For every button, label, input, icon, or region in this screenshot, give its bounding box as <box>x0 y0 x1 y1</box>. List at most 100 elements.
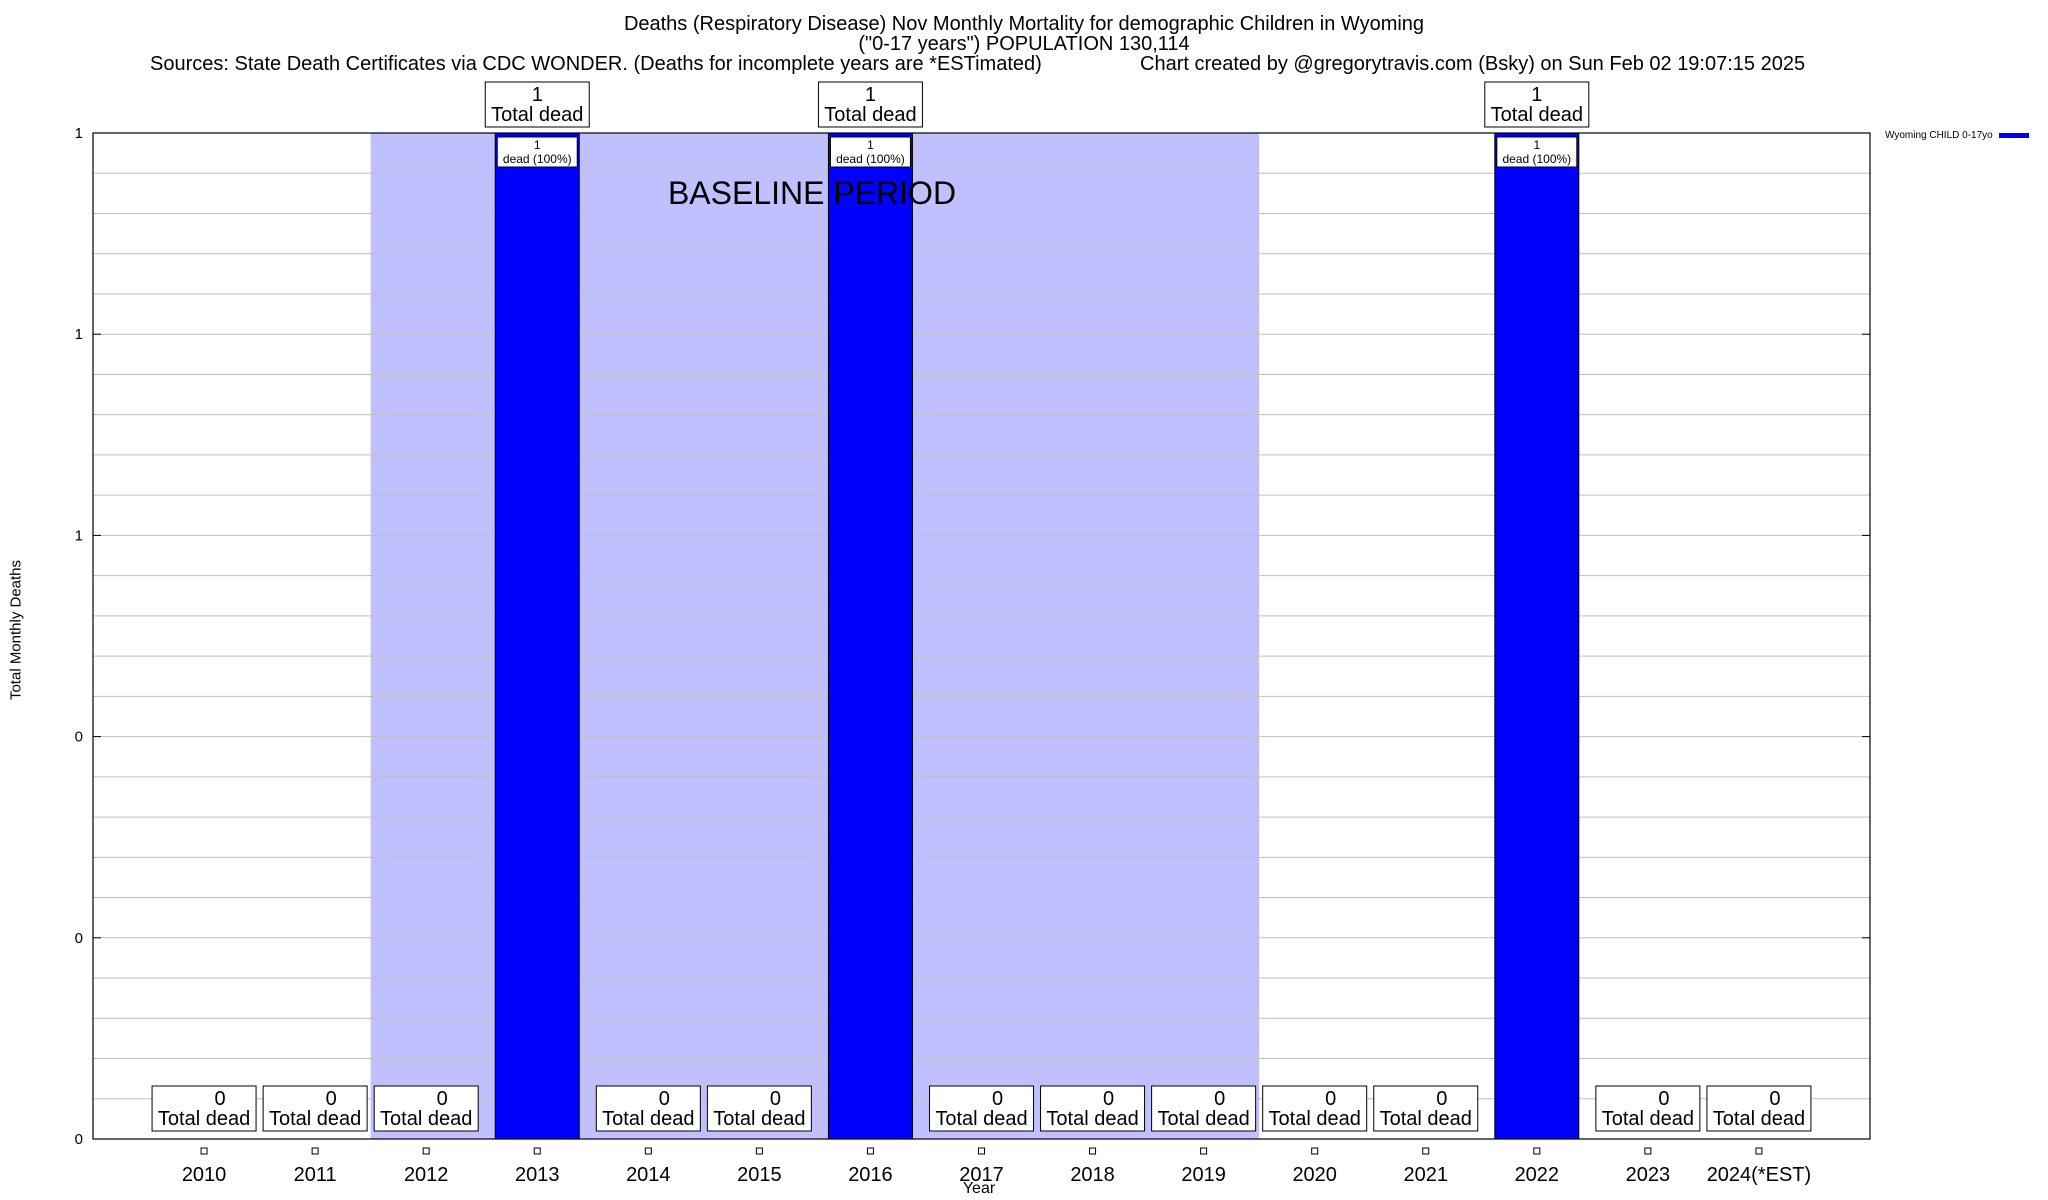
total-label: Total dead <box>713 1108 805 1130</box>
x-tick-label: 2010 <box>182 1164 227 1186</box>
y-tick-label: 0 <box>75 729 83 746</box>
total-label: Total dead <box>1491 104 1583 126</box>
total-label: Total dead <box>380 1108 472 1130</box>
x-tick-marker <box>1200 1147 1208 1155</box>
chart-credit: Chart created by @gregorytravis.com (Bsk… <box>1140 53 1806 75</box>
chart-title-line-1: Deaths (Respiratory Disease) Nov Monthly… <box>623 13 1425 35</box>
y-tick-label: 1 <box>75 527 83 544</box>
total-label-box <box>817 81 923 128</box>
total-label-box <box>373 1085 479 1132</box>
x-tick-marker <box>422 1147 430 1155</box>
y-tick-label: 1 <box>75 125 83 142</box>
x-tick-label: 2023 <box>1626 1164 1671 1186</box>
x-tick-marker <box>1311 1147 1319 1155</box>
y-tick-label: 1 <box>75 326 83 343</box>
x-tick-marker <box>1755 1147 1763 1155</box>
bar-inner-label-box <box>829 136 911 168</box>
total-value: 0 <box>1325 1088 1336 1110</box>
x-tick-label: 2022 <box>1515 1164 1560 1186</box>
x-tick-marker <box>866 1147 874 1155</box>
bar <box>1494 132 1580 1140</box>
total-value: 0 <box>1769 1088 1780 1110</box>
x-tick-marker <box>200 1147 208 1155</box>
x-tick-marker <box>1533 1147 1541 1155</box>
legend-swatch <box>1998 133 2029 138</box>
total-label: Total dead <box>1380 1108 1472 1130</box>
chart-title-line-2: ("0-17 years") POPULATION 130,114 <box>858 33 1190 55</box>
total-label-box <box>1706 1085 1812 1132</box>
bar-inner-value: 1 <box>1533 138 1540 152</box>
x-tick-label: 2013 <box>515 1164 560 1186</box>
x-tick-marker <box>1422 1147 1430 1155</box>
total-label-box <box>1373 1085 1479 1132</box>
total-value: 1 <box>532 84 543 106</box>
total-label: Total dead <box>1713 1108 1805 1130</box>
x-tick-marker <box>644 1147 652 1155</box>
x-tick-label: 2020 <box>1292 1164 1337 1186</box>
x-tick-label: 2012 <box>404 1164 449 1186</box>
x-tick-marker <box>1644 1147 1652 1155</box>
x-tick-marker <box>978 1147 985 1155</box>
total-label: Total dead <box>935 1108 1027 1130</box>
x-tick-label: 2017 <box>959 1164 1004 1186</box>
x-tick-label: 2015 <box>737 1164 782 1186</box>
x-tick-label: 2024(*EST) <box>1707 1164 1812 1186</box>
bar-inner-value: 1 <box>867 138 874 152</box>
total-value: 0 <box>1436 1088 1447 1110</box>
bar-inner-value: 1 <box>534 138 541 152</box>
x-tick-label: 2011 <box>294 1164 337 1186</box>
x-tick-label: 2016 <box>848 1164 893 1186</box>
total-value: 0 <box>326 1088 337 1110</box>
total-label-box <box>151 1085 257 1132</box>
total-value: 0 <box>1214 1088 1225 1110</box>
x-tick-label: 2021 <box>1404 1164 1449 1186</box>
total-label: Total dead <box>158 1108 250 1130</box>
bar-inner-label-box <box>496 136 578 168</box>
total-label-box <box>1595 1085 1701 1132</box>
bar <box>827 132 913 1140</box>
plot-frame <box>92 132 1871 1140</box>
total-value: 1 <box>1531 84 1542 106</box>
x-axis-label: Year <box>962 1180 996 1197</box>
chart-sources: Sources: State Death Certificates via CD… <box>150 53 1042 75</box>
total-value: 0 <box>1658 1088 1669 1110</box>
legend-label: Wyoming CHILD 0-17yo <box>1885 130 1993 141</box>
bar-inner-label-box <box>1496 136 1578 168</box>
total-label: Total dead <box>1602 1108 1694 1130</box>
x-tick-marker <box>311 1147 319 1155</box>
total-label-box <box>706 1085 812 1132</box>
total-value: 0 <box>437 1088 448 1110</box>
total-value: 1 <box>865 84 876 106</box>
total-value: 0 <box>215 1088 226 1110</box>
bar-inner-label: dead (100%) <box>836 152 905 166</box>
total-label: Total dead <box>824 104 916 126</box>
total-label: Total dead <box>1046 1108 1138 1130</box>
y-tick-label: 0 <box>75 930 83 947</box>
y-axis-label: Total Monthly Deaths <box>7 559 25 701</box>
total-label: Total dead <box>269 1108 361 1130</box>
total-value: 0 <box>1103 1088 1114 1110</box>
total-label-box <box>1151 1085 1257 1132</box>
total-label: Total dead <box>1269 1108 1361 1130</box>
total-label-box <box>595 1085 701 1132</box>
total-label-box <box>1040 1085 1146 1132</box>
total-label: Total dead <box>1157 1108 1249 1130</box>
total-label-box <box>484 81 590 128</box>
total-value: 0 <box>659 1088 670 1110</box>
total-label: Total dead <box>491 104 583 126</box>
total-value: 0 <box>992 1088 1003 1110</box>
total-label-box <box>929 1085 1034 1132</box>
y-tick-label: 0 <box>75 1131 83 1148</box>
total-label: Total dead <box>602 1108 694 1130</box>
legend: Wyoming CHILD 0-17yo <box>1885 130 2029 141</box>
x-tick-marker <box>755 1147 763 1155</box>
total-label-box <box>1484 81 1590 128</box>
total-value: 0 <box>770 1088 781 1110</box>
total-label-box <box>262 1085 368 1132</box>
x-tick-label: 2014 <box>626 1164 671 1186</box>
x-tick-marker <box>1089 1147 1097 1155</box>
x-tick-marker <box>533 1147 541 1155</box>
total-label-box <box>1262 1085 1368 1132</box>
bar-inner-label: dead (100%) <box>1502 152 1571 166</box>
